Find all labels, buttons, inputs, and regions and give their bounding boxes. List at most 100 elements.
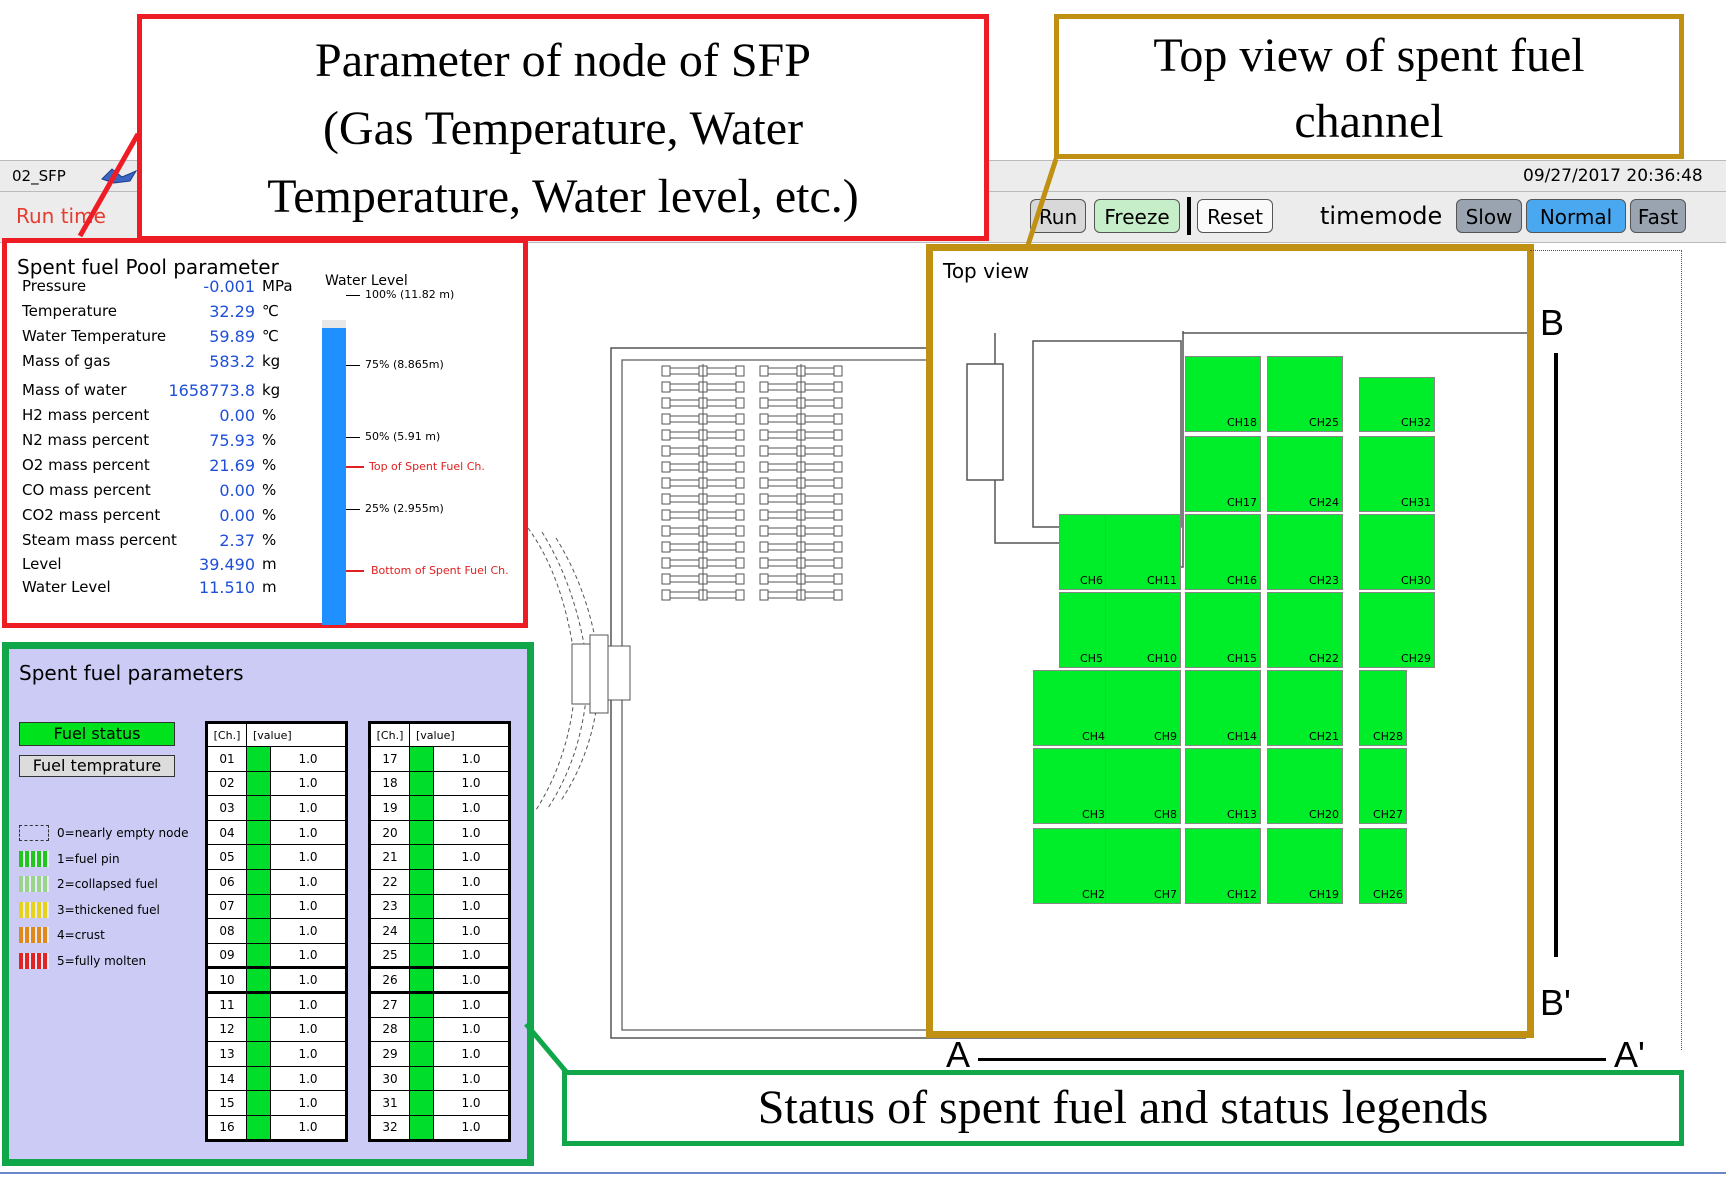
fuel-channel-ch4[interactable]: CH4 xyxy=(1033,670,1109,746)
channel-status-cell xyxy=(409,1016,434,1043)
fuel-channel-ch9[interactable]: CH9 xyxy=(1105,670,1181,746)
channel-value: 1.0 xyxy=(270,746,347,772)
fuel-channel-ch25[interactable]: CH25 xyxy=(1267,356,1343,432)
fuel-channel-ch16[interactable]: CH16 xyxy=(1185,514,1261,590)
channel-number: 21 xyxy=(369,844,410,870)
channel-status-cell xyxy=(246,893,271,920)
pool-param-value: 1658773.8 xyxy=(168,381,255,400)
pool-param-unit: kg xyxy=(262,352,281,370)
fuel-channel-ch3[interactable]: CH3 xyxy=(1033,748,1109,824)
channel-status-cell xyxy=(246,1016,271,1043)
fuel-channel-ch11[interactable]: CH11 xyxy=(1105,514,1181,590)
fuel-channel-label: CH4 xyxy=(1082,730,1105,743)
fuel-channel-label: CH9 xyxy=(1154,730,1177,743)
fuel-channel-ch27[interactable]: CH27 xyxy=(1359,748,1407,824)
callout-sfp-parameters: Parameter of node of SFP (Gas Temperatur… xyxy=(137,14,989,241)
channel-number: 28 xyxy=(369,1016,410,1043)
top-fuel-marker-label: Top of Spent Fuel Ch. xyxy=(369,460,485,473)
channel-status-cell xyxy=(409,1065,434,1092)
channel-status-cell xyxy=(246,1090,271,1116)
channel-number: 17 xyxy=(369,746,410,772)
reset-button[interactable]: Reset xyxy=(1197,199,1273,233)
timemode-slow-button[interactable]: Slow xyxy=(1456,199,1522,233)
fuel-channel-ch10[interactable]: CH10 xyxy=(1105,592,1181,668)
channel-number: 05 xyxy=(206,844,247,870)
pool-param-unit: MPa xyxy=(262,277,293,295)
fuel-channel-ch32[interactable]: CH32 xyxy=(1359,377,1435,432)
pool-param-unit: ℃ xyxy=(262,302,279,320)
top-view-title: Top view xyxy=(943,259,1030,283)
fuel-channel-ch7[interactable]: CH7 xyxy=(1105,828,1181,904)
fuel-channel-label: CH13 xyxy=(1227,808,1257,821)
channel-number: 12 xyxy=(206,1016,247,1043)
fuel-channel-ch29[interactable]: CH29 xyxy=(1359,592,1435,668)
fuel-channel-ch20[interactable]: CH20 xyxy=(1267,748,1343,824)
water-level-tick-label: 100% (11.82 m) xyxy=(365,288,455,301)
channel-value: 1.0 xyxy=(270,819,347,846)
timemode-fast-button[interactable]: Fast xyxy=(1630,199,1686,233)
freeze-button[interactable]: Freeze xyxy=(1094,199,1180,233)
section-line-a xyxy=(978,1058,1606,1061)
fuel-channel-ch5[interactable]: CH5 xyxy=(1059,592,1107,668)
fuel-channel-label: CH2 xyxy=(1082,888,1105,901)
fuel-channel-ch2[interactable]: CH2 xyxy=(1033,828,1109,904)
fuel-channel-ch18[interactable]: CH18 xyxy=(1185,356,1261,432)
channel-value: 1.0 xyxy=(270,967,347,993)
water-level-tick-label: 75% (8.865m) xyxy=(365,358,444,371)
timemode-normal-button[interactable]: Normal xyxy=(1526,199,1626,233)
fuel-channel-ch22[interactable]: CH22 xyxy=(1267,592,1343,668)
fuel-channel-label: CH17 xyxy=(1227,496,1257,509)
fuel-channel-ch26[interactable]: CH26 xyxy=(1359,828,1407,904)
pool-param-label: Water Temperature xyxy=(22,327,167,345)
fuel-channel-ch15[interactable]: CH15 xyxy=(1185,592,1261,668)
channel-value: 1.0 xyxy=(433,795,510,821)
fuel-channel-ch14[interactable]: CH14 xyxy=(1185,670,1261,746)
fuel-channel-ch6[interactable]: CH6 xyxy=(1059,514,1107,590)
pool-param-value: 0.00 xyxy=(219,506,255,525)
fuel-channel-ch12[interactable]: CH12 xyxy=(1185,828,1261,904)
fuel-channel-ch21[interactable]: CH21 xyxy=(1267,670,1343,746)
fuel-channel-ch28[interactable]: CH28 xyxy=(1359,670,1407,746)
pool-param-value: -0.001 xyxy=(203,277,255,296)
fuel-status-button[interactable]: Fuel status xyxy=(19,722,175,746)
table-row: 01 1.0 xyxy=(206,746,347,772)
channel-status-cell xyxy=(246,942,271,969)
table-header-ch: [Ch.] xyxy=(206,722,247,747)
channel-value: 1.0 xyxy=(433,918,510,944)
top-view-panel: Top view CH2 CH3 CH4 CH5 CH6 CH7 CH8 C xyxy=(926,244,1534,1038)
fuel-channel-ch31[interactable]: CH31 xyxy=(1359,436,1435,512)
table-row: 04 1.0 xyxy=(206,819,347,846)
channel-value: 1.0 xyxy=(433,844,510,870)
callout-status-pointer xyxy=(524,1022,570,1076)
table-row: 26 1.0 xyxy=(369,967,510,993)
legend-label: 1=fuel pin xyxy=(57,851,120,866)
channel-value: 1.0 xyxy=(270,942,347,969)
channel-value: 1.0 xyxy=(270,893,347,920)
fuel-channel-ch24[interactable]: CH24 xyxy=(1267,436,1343,512)
pool-param-unit: kg xyxy=(262,381,281,399)
fuel-channel-ch19[interactable]: CH19 xyxy=(1267,828,1343,904)
channel-value: 1.0 xyxy=(270,1114,347,1141)
channel-status-cell xyxy=(409,942,434,969)
fuel-channel-ch23[interactable]: CH23 xyxy=(1267,514,1343,590)
legend-label: 2=collapsed fuel xyxy=(57,877,158,891)
fuel-temperature-button[interactable]: Fuel temprature xyxy=(19,755,175,777)
bottom-rule xyxy=(0,1172,1726,1174)
channel-status-cell xyxy=(409,1114,434,1141)
channel-value: 1.0 xyxy=(270,844,347,870)
fuel-channel-label: CH27 xyxy=(1373,808,1403,821)
fuel-channel-ch17[interactable]: CH17 xyxy=(1185,436,1261,512)
legend-swatch xyxy=(19,901,49,918)
callout-top-view-line-1: Top view of spent fuel xyxy=(1153,29,1585,82)
fuel-channel-ch13[interactable]: CH13 xyxy=(1185,748,1261,824)
fuel-channel-ch8[interactable]: CH8 xyxy=(1105,748,1181,824)
pool-param-value: 32.29 xyxy=(209,302,255,321)
channel-number: 04 xyxy=(206,819,247,846)
table-row: 15 1.0 xyxy=(206,1090,347,1116)
table-row: 10 1.0 xyxy=(206,967,347,993)
water-level-tick xyxy=(346,509,360,510)
fuel-panel-title: Spent fuel parameters xyxy=(19,661,244,685)
fuel-channel-ch30[interactable]: CH30 xyxy=(1359,514,1435,590)
channel-status-cell xyxy=(246,1114,271,1141)
channel-number: 07 xyxy=(206,893,247,920)
